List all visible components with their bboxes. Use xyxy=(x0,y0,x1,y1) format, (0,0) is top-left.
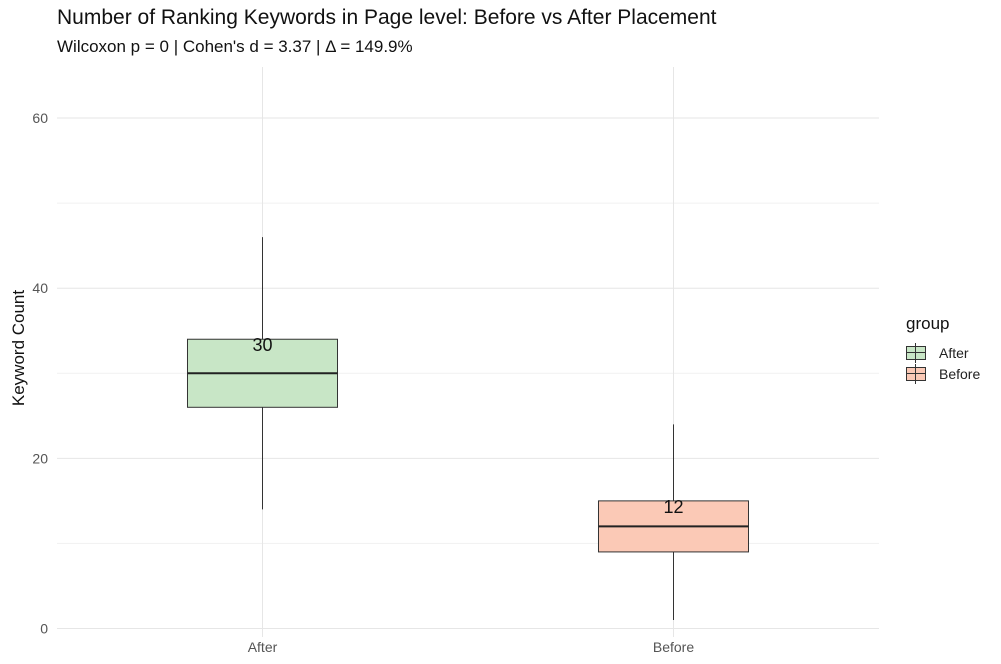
y-tick-label: 60 xyxy=(32,110,48,126)
median-label-after: 30 xyxy=(252,335,272,355)
x-tick-label: After xyxy=(248,639,278,655)
legend: group After Before xyxy=(906,314,980,384)
legend-title: group xyxy=(906,314,950,333)
legend-item-before: Before xyxy=(906,363,980,384)
y-tick-label: 20 xyxy=(32,450,48,466)
y-tick-label: 40 xyxy=(32,280,48,296)
chart-title: Number of Ranking Keywords in Page level… xyxy=(57,6,717,29)
legend-key-before xyxy=(906,363,926,384)
y-tick-label: 0 xyxy=(40,620,48,636)
legend-label-after: After xyxy=(939,344,969,361)
chart-subtitle: Wilcoxon p = 0 | Cohen's d = 3.37 | Δ = … xyxy=(57,37,413,56)
x-tick-label: Before xyxy=(653,639,694,655)
legend-key-after xyxy=(906,342,926,363)
median-label-before: 12 xyxy=(663,497,683,517)
legend-item-after: After xyxy=(906,342,980,363)
legend-label-before: Before xyxy=(939,365,981,382)
